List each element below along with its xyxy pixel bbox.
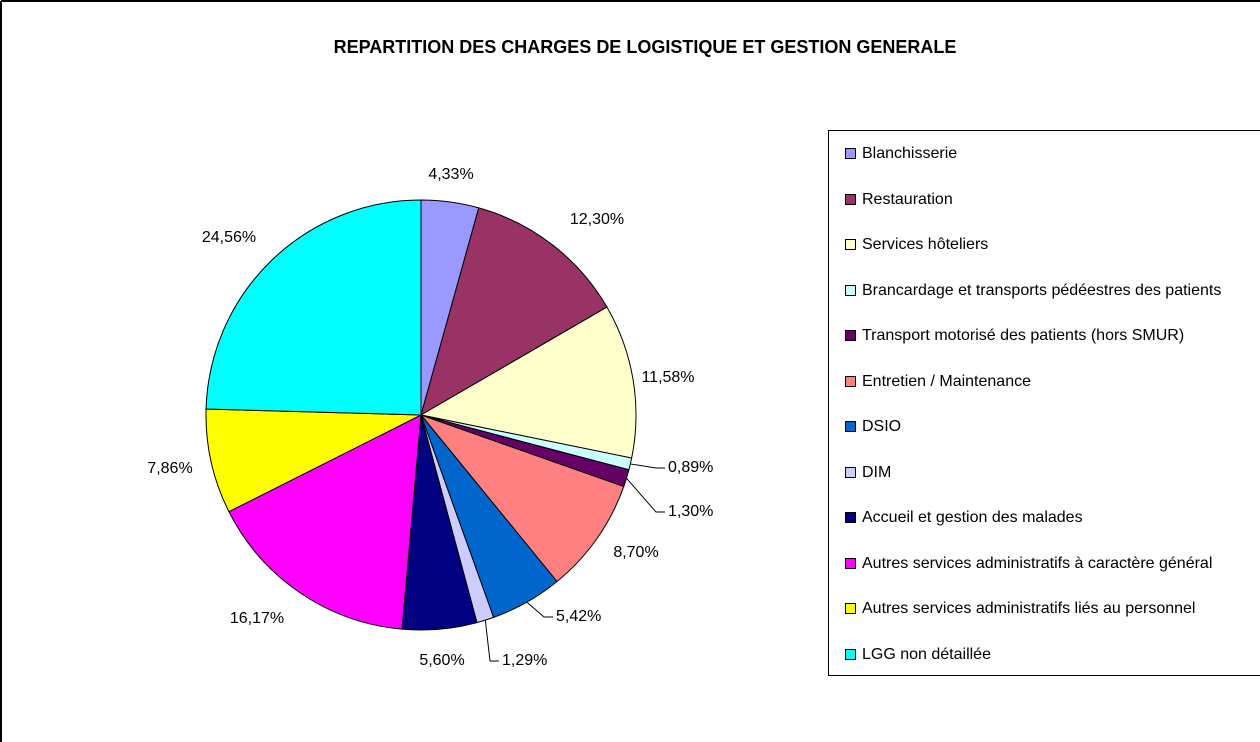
legend-swatch [845, 239, 856, 250]
legend-item: Autres services administratifs à caractè… [845, 554, 1245, 572]
legend-swatch [845, 466, 856, 478]
legend-label: Autres services administratifs liés au p… [862, 600, 1196, 617]
leader-line [630, 463, 665, 469]
data-label: 24,56% [202, 229, 256, 246]
legend-item: Entretien / Maintenance [845, 372, 1245, 390]
data-label: 5,42% [556, 608, 601, 625]
legend-swatch [845, 284, 856, 296]
legend-label: Blanchisserie [862, 145, 958, 162]
legend-label: Restauration [862, 190, 953, 208]
legend-item: DIM [845, 463, 1245, 481]
legend-label: Transport motorisé des patients (hors SM… [862, 327, 1185, 344]
data-label: 1,30% [668, 503, 713, 520]
pie-slice [420, 207, 608, 417]
legend-label: Autres services administratifs à caractè… [862, 554, 1213, 572]
legend-swatch [845, 557, 856, 569]
data-label: 16,17% [230, 610, 284, 627]
legend: Blanchisserie Restauration Services hôteli… [828, 130, 1260, 676]
pie-slice [205, 408, 422, 513]
data-label: 5,60% [419, 652, 464, 669]
pie-slice [228, 414, 422, 630]
legend-item: LGG non détaillée [845, 645, 1245, 663]
legend-swatch [845, 193, 856, 205]
legend-swatch [845, 330, 856, 341]
legend-item: Autres services administratifs liés au p… [845, 601, 1245, 617]
legend-item: Accueil et gestion des malades [845, 510, 1245, 526]
data-label: 8,70% [613, 544, 658, 561]
legend-item: Transport motorisé des patients (hors SM… [845, 328, 1245, 344]
data-label: 0,89% [668, 459, 713, 476]
legend-swatch [845, 603, 856, 614]
data-label: 1,29% [502, 652, 547, 669]
pie-slice [419, 306, 637, 459]
leader-line [626, 477, 665, 513]
legend-label: Services hôteliers [862, 236, 989, 253]
data-label: 7,86% [147, 460, 192, 477]
data-label: 12,30% [570, 211, 624, 228]
legend-label: DSIO [862, 418, 902, 435]
legend-item: Services hôteliers [845, 237, 1245, 253]
legend-label: Entretien / Maintenance [862, 372, 1031, 390]
chart-title: REPARTITION DES CHARGES DE LOGISTIQUE ET… [334, 37, 957, 57]
legend-label: DIM [862, 463, 892, 481]
legend-item: DSIO [845, 419, 1245, 435]
legend-swatch [845, 512, 856, 523]
data-label: 11,58% [641, 369, 694, 386]
legend-label: LGG non détaillée [862, 645, 991, 663]
legend-item: Restauration [845, 190, 1245, 208]
legend-label: Brancardage et transports pédéestres des… [862, 281, 1222, 299]
leader-line [484, 620, 499, 662]
pie-slice [419, 413, 625, 583]
data-label: 4,33% [428, 166, 473, 183]
leader-line [526, 601, 553, 618]
legend-item: Blanchisserie [845, 146, 1245, 162]
pie-slice [205, 199, 422, 416]
legend-swatch [845, 375, 856, 387]
legend-swatch [845, 421, 856, 432]
legend-label: Accueil et gestion des malades [862, 509, 1083, 526]
legend-item: Brancardage et transports pédéestres des… [845, 281, 1245, 299]
legend-swatch [845, 148, 856, 159]
legend-swatch [845, 648, 856, 660]
